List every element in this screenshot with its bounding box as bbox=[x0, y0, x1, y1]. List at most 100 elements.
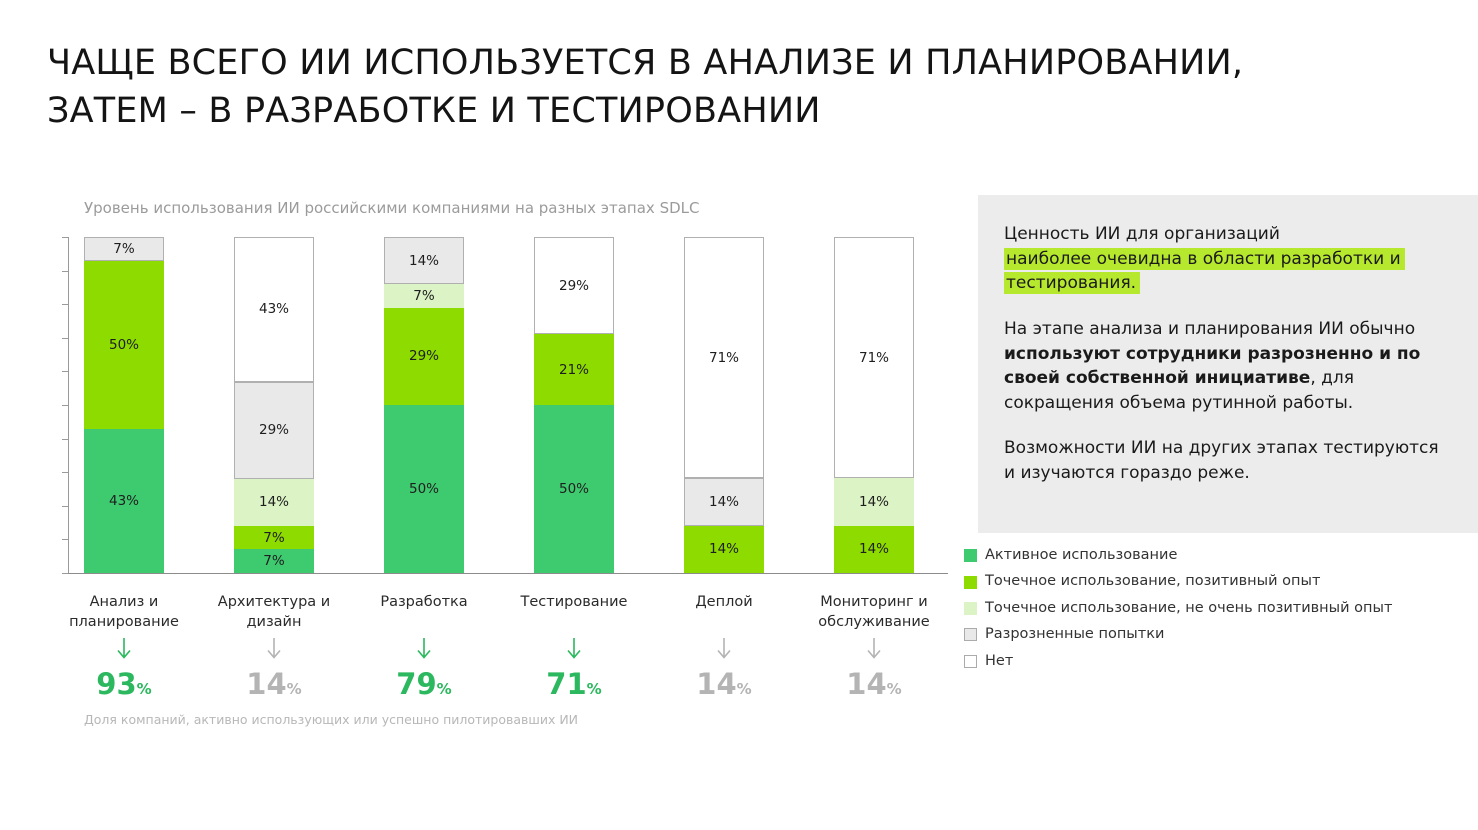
bar-segment: 43% bbox=[84, 428, 164, 573]
axis-tick bbox=[62, 237, 68, 238]
bar-segment: 7% bbox=[234, 549, 314, 573]
x-axis-baseline bbox=[68, 573, 948, 574]
stacked-bar: 14% 7% 29% 50% bbox=[384, 237, 464, 573]
bar-segment: 7% bbox=[234, 525, 314, 550]
insight-panel: Ценность ИИ для организаций наиболее очев… bbox=[978, 195, 1478, 533]
down-arrow-icon bbox=[116, 637, 132, 667]
chart-column: 71% 14% 14% Мониторинг и обслуживание 14% bbox=[799, 237, 949, 699]
legend-item: Точечное использование, не очень позитив… bbox=[964, 600, 1392, 617]
bar-segment: 14% bbox=[234, 478, 314, 526]
legend: Активное использование Точечное использов… bbox=[964, 547, 1392, 679]
down-arrow-icon bbox=[716, 637, 732, 667]
axis-tick bbox=[62, 371, 68, 373]
stacked-bar: 29% 21% 50% bbox=[534, 237, 614, 573]
axis-tick bbox=[62, 539, 68, 541]
category-label: Разработка bbox=[380, 594, 468, 610]
chart-column: 43% 29% 14% 7% 7% Архитектура и дизайн 14% bbox=[199, 237, 349, 699]
chart-columns: 7% 50% 43% Анализ и планирование 93% 43% 29% 14… bbox=[49, 237, 949, 699]
percent-sign: % bbox=[886, 680, 902, 698]
total-percentage: 14% bbox=[696, 670, 751, 699]
bar-segment: 29% bbox=[384, 307, 464, 405]
bar-segment: 50% bbox=[384, 405, 464, 573]
down-arrow-icon bbox=[416, 637, 432, 667]
y-axis bbox=[62, 237, 69, 574]
legend-item: Нет bbox=[964, 653, 1392, 670]
total-percentage: 14% bbox=[846, 670, 901, 699]
axis-tick bbox=[62, 438, 68, 440]
bar-segment: 29% bbox=[234, 381, 314, 479]
bar-segment: 14% bbox=[834, 525, 914, 573]
legend-label: Активное использование bbox=[985, 547, 1178, 563]
stacked-bar: 43% 29% 14% 7% 7% bbox=[234, 237, 314, 573]
legend-item: Активное использование bbox=[964, 547, 1392, 564]
p1-text: Ценность ИИ для организаций bbox=[1004, 224, 1280, 244]
total-number: 93 bbox=[96, 667, 137, 701]
percent-sign: % bbox=[136, 680, 152, 698]
legend-swatch bbox=[964, 549, 977, 563]
p2-bold-text: используют сотрудники разрозненно и по с… bbox=[1004, 343, 1421, 389]
legend-item: Точечное использование, позитивный опыт bbox=[964, 573, 1392, 590]
bar-segment: 7% bbox=[384, 284, 464, 308]
axis-tick bbox=[62, 573, 68, 574]
bar-segment: 43% bbox=[234, 237, 314, 382]
category-label: Анализ и планирование bbox=[69, 594, 179, 631]
total-number: 14 bbox=[846, 667, 887, 701]
bar-segment: 14% bbox=[684, 478, 764, 526]
insight-paragraph-2: На этапе анализа и планирования ИИ обычн… bbox=[1004, 317, 1452, 416]
legend-swatch bbox=[964, 601, 977, 615]
bar-segment: 71% bbox=[834, 237, 914, 478]
bar-segment: 21% bbox=[534, 334, 614, 405]
category-label: Деплой bbox=[695, 594, 753, 610]
total-number: 79 bbox=[396, 667, 437, 701]
chart-column: 29% 21% 50% Тестирование 71% bbox=[499, 237, 649, 699]
down-arrow-icon bbox=[866, 637, 882, 667]
chart-column: 7% 50% 43% Анализ и планирование 93% bbox=[49, 237, 199, 699]
bar-segment: 14% bbox=[384, 237, 464, 285]
axis-tick bbox=[62, 405, 68, 406]
total-percentage: 14% bbox=[246, 670, 301, 699]
percent-sign: % bbox=[436, 680, 452, 698]
p2-text-end: , для сокращения объема рутинной работы. bbox=[1004, 368, 1354, 413]
stacked-bar: 7% 50% 43% bbox=[84, 237, 164, 573]
axis-tick bbox=[62, 270, 68, 272]
total-percentage: 93% bbox=[96, 670, 151, 699]
bar-segment: 50% bbox=[84, 260, 164, 429]
bar-segment: 71% bbox=[684, 237, 764, 478]
bar-segment: 14% bbox=[834, 478, 914, 526]
bar-segment: 29% bbox=[534, 237, 614, 335]
category-label: Мониторинг и обслуживание bbox=[818, 594, 930, 631]
legend-swatch bbox=[964, 654, 977, 668]
legend-swatch bbox=[964, 628, 977, 642]
insight-paragraph-1: Ценность ИИ для организаций наиболее очев… bbox=[1004, 222, 1452, 296]
category-label: Тестирование bbox=[520, 594, 628, 610]
total-number: 71 bbox=[546, 667, 587, 701]
legend-label: Разрозненные попытки bbox=[985, 626, 1165, 643]
bar-segment: 50% bbox=[534, 405, 614, 573]
total-number: 14 bbox=[696, 667, 737, 701]
chart-column: 14% 7% 29% 50% Разработка 79% bbox=[349, 237, 499, 699]
legend-label: Нет bbox=[985, 652, 1014, 669]
category-label: Архитектура и дизайн bbox=[217, 594, 331, 631]
axis-tick bbox=[62, 337, 68, 339]
p1-highlighted-text: наиболее очевидна в области разработки и… bbox=[1004, 247, 1405, 295]
stacked-bar: 71% 14% 14% bbox=[684, 237, 764, 573]
stacked-bar: 71% 14% 14% bbox=[834, 237, 914, 573]
axis-tick bbox=[62, 472, 68, 474]
page-title: ЧАЩЕ ВСЕГО ИИ ИСПОЛЬЗУЕТСЯ В АНАЛИЗЕ И П… bbox=[47, 43, 1244, 131]
percent-sign: % bbox=[736, 680, 752, 698]
down-arrow-icon bbox=[566, 637, 582, 667]
p2-text-start: На этапе анализа и планирования ИИ обычн… bbox=[1004, 318, 1416, 339]
total-percentage: 71% bbox=[546, 670, 601, 699]
down-arrow-icon bbox=[266, 637, 282, 667]
total-number: 14 bbox=[246, 667, 287, 701]
axis-tick bbox=[62, 304, 68, 306]
legend-label: Точечное использование, позитивный опыт bbox=[985, 573, 1321, 590]
percent-sign: % bbox=[286, 680, 302, 698]
legend-swatch bbox=[964, 575, 977, 589]
bar-segment: 14% bbox=[684, 525, 764, 573]
bar-segment: 7% bbox=[84, 237, 164, 261]
total-percentage: 79% bbox=[396, 670, 451, 699]
legend-label: Точечное использование, не очень позитив… bbox=[985, 599, 1393, 616]
chart-footnote: Доля компаний, активно использующих или … bbox=[84, 712, 579, 727]
